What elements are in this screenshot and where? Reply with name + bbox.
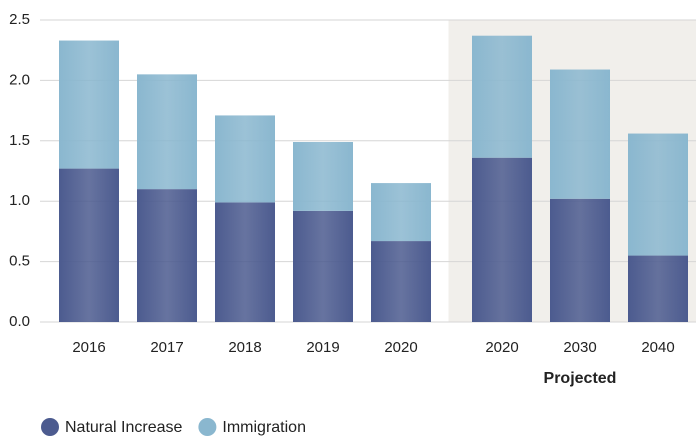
bar-segment: [472, 35, 532, 158]
bar-segment: [628, 133, 688, 256]
y-tick-label: 2.5: [9, 11, 30, 28]
x-tick-label: 2017: [150, 339, 183, 356]
bar-segment: [215, 115, 275, 203]
legend-label: Immigration: [222, 419, 306, 436]
legend-swatch: [198, 418, 217, 436]
bar-segment: [293, 210, 353, 322]
legend-label: Natural Increase: [65, 419, 182, 436]
bar-segment: [137, 74, 197, 190]
projected-label: Projected: [544, 370, 617, 387]
bar-segment: [293, 142, 353, 211]
x-tick-label: 2019: [306, 339, 339, 356]
x-tick-label: 2018: [228, 339, 261, 356]
y-tick-label: 0.0: [9, 313, 30, 330]
bar-segment: [550, 69, 610, 199]
bar-segment: [550, 198, 610, 322]
x-tick-label: 2020: [384, 339, 417, 356]
legend-swatch: [41, 418, 59, 436]
bar-segment: [371, 241, 431, 322]
x-tick-label: 2030: [563, 339, 596, 356]
bar-segment: [59, 168, 119, 322]
y-tick-label: 2.0: [9, 71, 30, 88]
y-tick-label: 1.5: [9, 132, 30, 149]
x-tick-label: 2016: [72, 339, 105, 356]
bar-segment: [628, 255, 688, 322]
x-tick-label: 2040: [641, 339, 674, 356]
bar-segment: [137, 189, 197, 322]
x-tick-label: 2020: [485, 339, 518, 356]
bar-segment: [215, 202, 275, 322]
y-tick-label: 0.5: [9, 253, 30, 270]
bar-segment: [59, 40, 119, 169]
bar-segment: [472, 157, 532, 322]
y-tick-label: 1.0: [9, 192, 30, 209]
bar-segment: [371, 183, 431, 242]
